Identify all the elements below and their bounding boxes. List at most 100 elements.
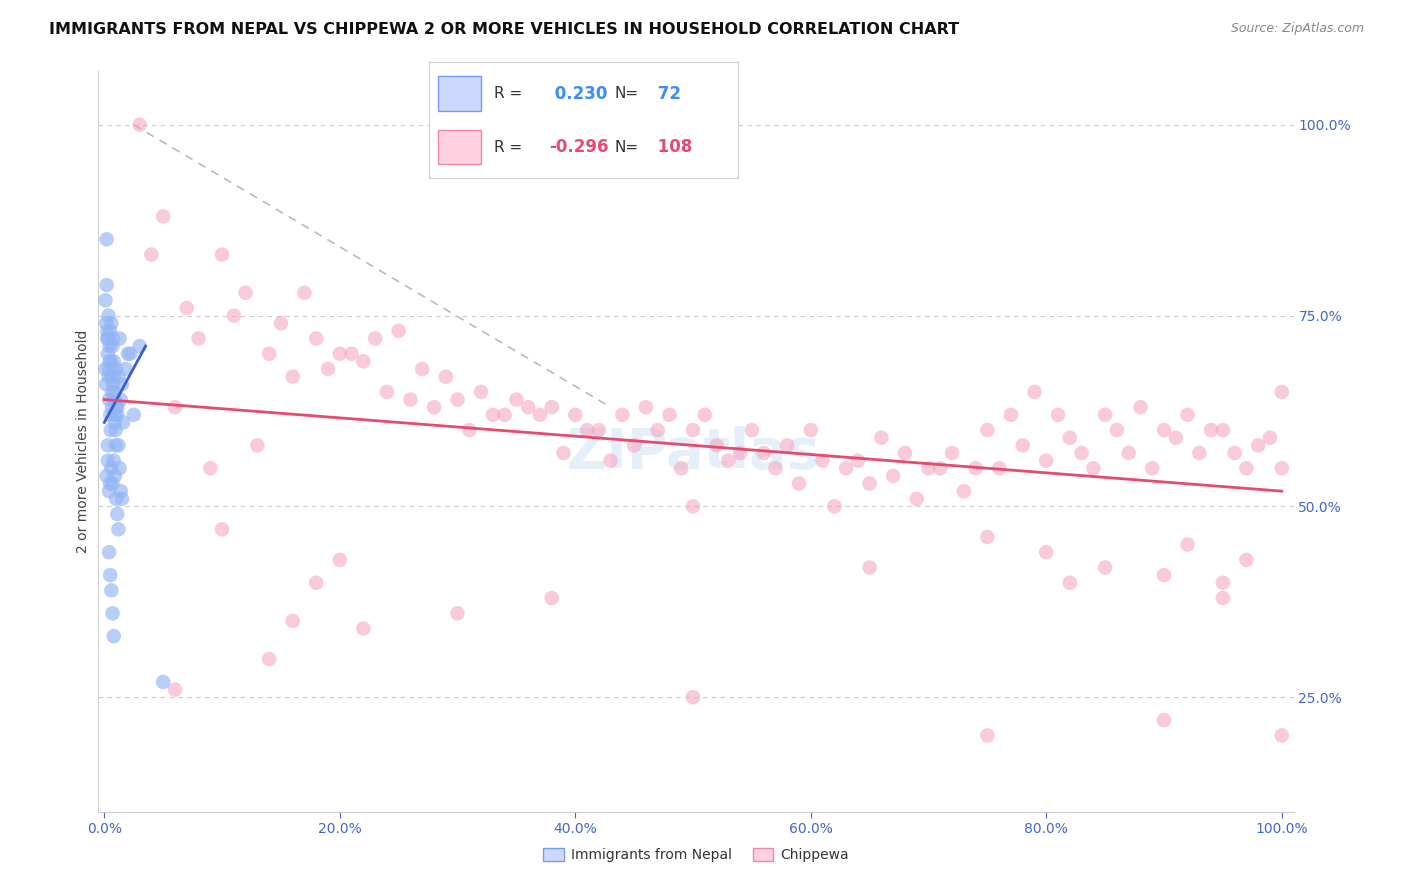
Point — [682, 500, 704, 514]
Point — [540, 400, 562, 414]
Point — [96, 278, 118, 293]
Point — [529, 408, 551, 422]
Point — [1271, 728, 1294, 742]
Point — [105, 507, 128, 521]
Point — [98, 324, 121, 338]
Point — [588, 423, 610, 437]
Point — [728, 446, 751, 460]
Point — [98, 362, 121, 376]
Point — [257, 652, 280, 666]
Point — [1011, 438, 1033, 452]
Point — [270, 316, 292, 330]
Point — [97, 438, 120, 452]
Text: 108: 108 — [651, 138, 692, 156]
Point — [100, 461, 122, 475]
Point — [163, 400, 186, 414]
Point — [540, 591, 562, 605]
Point — [128, 118, 150, 132]
Point — [103, 384, 125, 399]
Point — [929, 461, 952, 475]
Point — [1070, 446, 1092, 460]
Point — [257, 347, 280, 361]
Point — [94, 316, 117, 330]
Point — [112, 416, 135, 430]
Point — [1271, 461, 1294, 475]
Point — [96, 232, 118, 246]
Point — [94, 377, 117, 392]
Point — [103, 354, 125, 368]
FancyBboxPatch shape — [439, 129, 481, 164]
Point — [859, 560, 882, 574]
Point — [96, 331, 118, 345]
Point — [340, 347, 363, 361]
Point — [517, 400, 540, 414]
Point — [329, 553, 352, 567]
Point — [141, 247, 163, 261]
Point — [564, 408, 586, 422]
Point — [352, 354, 374, 368]
Text: 72: 72 — [651, 85, 681, 103]
Point — [1094, 560, 1116, 574]
Point — [107, 522, 129, 536]
Point — [1059, 575, 1081, 590]
Y-axis label: 2 or more Vehicles in Household: 2 or more Vehicles in Household — [76, 330, 90, 553]
Point — [104, 469, 127, 483]
Point — [658, 408, 681, 422]
Text: Source: ZipAtlas.com: Source: ZipAtlas.com — [1230, 22, 1364, 36]
Point — [103, 629, 125, 643]
Point — [103, 369, 125, 384]
Point — [634, 400, 657, 414]
Point — [1000, 408, 1022, 422]
Text: R =: R = — [494, 139, 522, 154]
Point — [1236, 461, 1258, 475]
Point — [752, 446, 775, 460]
Point — [98, 392, 121, 407]
Point — [647, 423, 669, 437]
Point — [281, 369, 304, 384]
Point — [765, 461, 787, 475]
Point — [105, 408, 128, 422]
Point — [329, 347, 352, 361]
Point — [706, 438, 728, 452]
Point — [98, 354, 121, 368]
Point — [800, 423, 823, 437]
Point — [111, 377, 134, 392]
Point — [104, 408, 127, 422]
Point — [100, 423, 122, 437]
Point — [128, 339, 150, 353]
Point — [101, 476, 124, 491]
Point — [458, 423, 481, 437]
Point — [94, 362, 117, 376]
Point — [100, 583, 122, 598]
Point — [281, 614, 304, 628]
Point — [200, 461, 222, 475]
Point — [352, 622, 374, 636]
Point — [494, 408, 516, 422]
Point — [152, 210, 174, 224]
Point — [108, 461, 131, 475]
Point — [105, 400, 128, 414]
Point — [105, 362, 128, 376]
Point — [105, 400, 128, 414]
Point — [122, 408, 145, 422]
Point — [108, 331, 131, 345]
Text: 0.230: 0.230 — [550, 85, 607, 103]
Point — [101, 339, 124, 353]
Point — [953, 484, 976, 499]
Point — [98, 339, 121, 353]
Text: -0.296: -0.296 — [550, 138, 609, 156]
Point — [305, 331, 328, 345]
Point — [1258, 431, 1281, 445]
Point — [1177, 538, 1199, 552]
Point — [1153, 423, 1175, 437]
Point — [1035, 545, 1057, 559]
Point — [1047, 408, 1070, 422]
Point — [470, 384, 492, 399]
Point — [1236, 553, 1258, 567]
Point — [94, 293, 117, 308]
Point — [1118, 446, 1140, 460]
Point — [1247, 438, 1270, 452]
Point — [434, 369, 457, 384]
Point — [103, 392, 125, 407]
Point — [105, 491, 128, 506]
